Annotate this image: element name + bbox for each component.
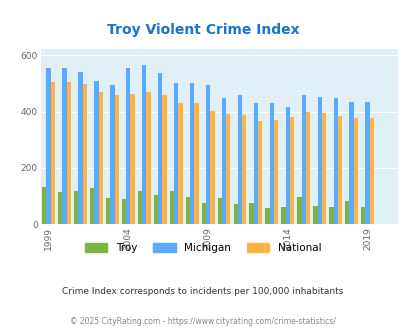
Bar [62,68,66,224]
Bar [78,72,83,224]
Bar [269,103,273,224]
Bar [174,82,178,224]
Text: © 2025 CityRating.com - https://www.cityrating.com/crime-statistics/: © 2025 CityRating.com - https://www.city… [70,317,335,326]
Bar [313,206,317,224]
Bar [258,121,262,224]
Bar [301,95,305,224]
Bar [137,190,142,224]
Bar [337,116,341,224]
Bar [58,192,62,224]
Bar [194,103,198,224]
Bar [42,187,46,224]
Bar [122,199,126,224]
Bar [142,65,146,224]
Bar [317,97,321,224]
Bar [90,188,94,224]
Bar [83,84,87,224]
Bar [110,85,114,224]
Bar [289,117,294,224]
Bar [185,197,190,224]
Bar [130,94,134,224]
Bar [305,112,309,224]
Bar [233,204,237,224]
Bar [153,195,158,224]
Bar [146,92,150,224]
Bar [360,207,364,224]
Bar [94,81,98,224]
Bar [158,74,162,224]
Bar [178,103,182,224]
Bar [46,68,51,224]
Bar [66,82,71,224]
Bar [328,207,333,224]
Bar [98,92,102,224]
Bar [281,207,285,224]
Legend: Troy, Michigan, National: Troy, Michigan, National [84,243,321,253]
Bar [114,95,119,224]
Bar [169,190,174,224]
Bar [249,203,253,224]
Bar [353,118,357,224]
Bar [51,82,55,224]
Bar [344,201,349,224]
Text: Crime Index corresponds to incidents per 100,000 inhabitants: Crime Index corresponds to incidents per… [62,287,343,296]
Bar [241,115,246,224]
Bar [210,111,214,224]
Bar [190,83,194,224]
Bar [221,98,226,224]
Bar [369,118,373,224]
Bar [296,197,301,224]
Bar [201,203,205,224]
Bar [226,115,230,224]
Bar [253,103,258,224]
Bar [126,68,130,224]
Bar [74,190,78,224]
Bar [106,198,110,224]
Bar [273,120,278,224]
Bar [349,102,353,224]
Bar [321,113,325,224]
Bar [265,208,269,224]
Bar [237,95,241,224]
Bar [364,102,369,224]
Bar [205,85,210,224]
Text: Troy Violent Crime Index: Troy Violent Crime Index [107,23,298,37]
Bar [217,198,221,224]
Bar [333,98,337,224]
Bar [285,107,289,224]
Bar [162,95,166,224]
